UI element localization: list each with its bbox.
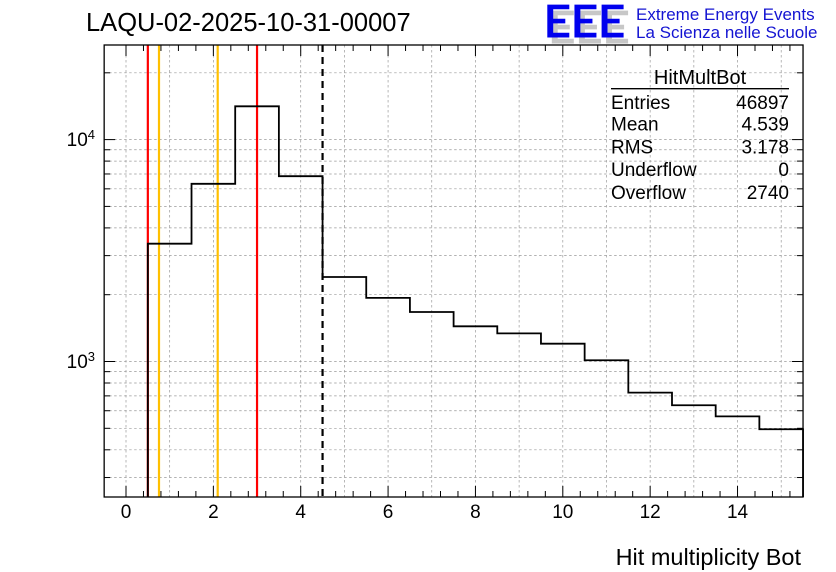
svg-text:2740: 2740 <box>747 183 789 204</box>
svg-text:3.178: 3.178 <box>741 137 789 158</box>
svg-text:14: 14 <box>727 502 749 523</box>
svg-text:4: 4 <box>295 502 306 523</box>
svg-text:12: 12 <box>640 502 661 523</box>
svg-text:La Scienza nelle Scuole: La Scienza nelle Scuole <box>636 23 817 42</box>
svg-text:6: 6 <box>383 502 394 523</box>
svg-text:Entries: Entries <box>611 93 670 114</box>
svg-text:2: 2 <box>208 502 219 523</box>
svg-text:10: 10 <box>552 502 573 523</box>
svg-text:46897: 46897 <box>736 93 789 114</box>
svg-text:Overflow: Overflow <box>611 183 686 204</box>
svg-text:Mean: Mean <box>611 115 659 136</box>
svg-text:RMS: RMS <box>611 137 653 158</box>
svg-text:Extreme Energy Events: Extreme Energy Events <box>636 5 815 24</box>
svg-text:0: 0 <box>778 160 789 181</box>
svg-text:Underflow: Underflow <box>611 160 697 181</box>
svg-text:LAQU-02-2025-10-31-00007: LAQU-02-2025-10-31-00007 <box>86 9 411 37</box>
svg-text:4.539: 4.539 <box>741 115 789 136</box>
svg-text:Hit multiplicity Bot: Hit multiplicity Bot <box>616 544 802 570</box>
svg-text:0: 0 <box>121 502 132 523</box>
svg-text:8: 8 <box>470 502 481 523</box>
svg-text:HitMultBot: HitMultBot <box>654 67 747 89</box>
